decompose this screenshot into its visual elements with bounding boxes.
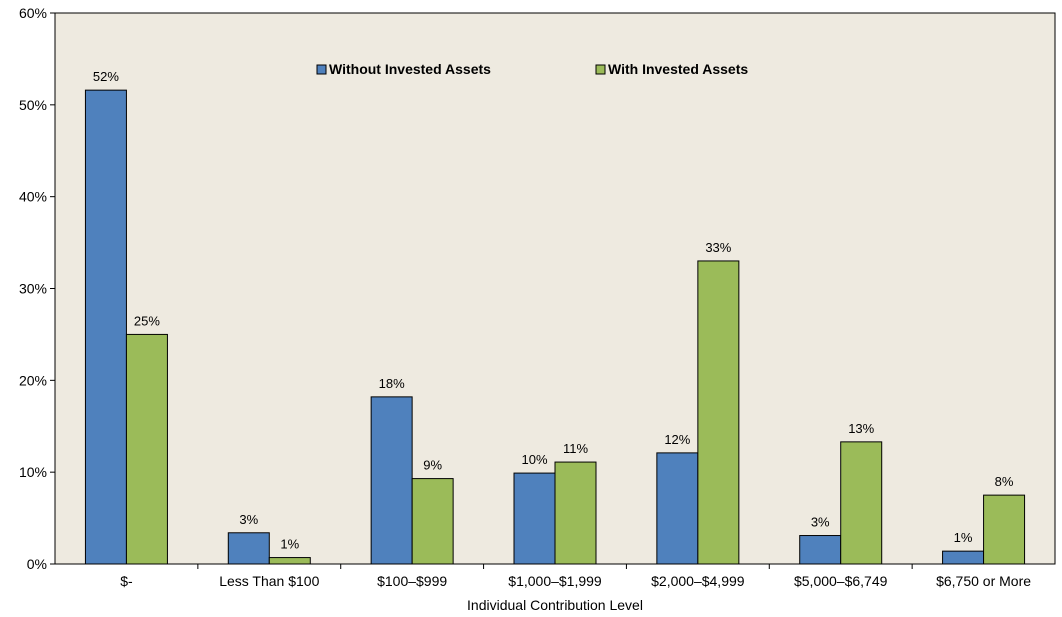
bar-without-invested-assets	[656, 452, 699, 565]
bar-data-label: 18%	[379, 376, 405, 391]
bar-data-label: 3%	[239, 512, 258, 527]
bar-with-invested-assets	[554, 461, 597, 565]
bar-with-invested-assets	[268, 557, 311, 565]
bar-without-invested-assets	[227, 532, 270, 565]
bar-data-label: 11%	[563, 441, 588, 456]
x-category-label: $100–$999	[377, 573, 447, 589]
y-tick-label: 0%	[27, 556, 47, 572]
bar-data-label: 33%	[705, 240, 731, 255]
legend-swatch	[316, 64, 327, 75]
legend: Without Invested Assets With Invested Ass…	[316, 61, 748, 77]
y-tick-label: 50%	[19, 97, 47, 113]
bar-data-label: 25%	[134, 313, 160, 328]
x-category-label: $1,000–$1,999	[508, 573, 602, 589]
x-category-label: $2,000–$4,999	[651, 573, 745, 589]
bar-without-invested-assets	[370, 396, 413, 565]
bar-with-invested-assets	[840, 441, 883, 565]
bar-without-invested-assets	[513, 472, 556, 565]
y-axis: 0% 10% 20% 30% 40% 50% 60%	[19, 5, 55, 572]
x-category-label: $5,000–$6,749	[794, 573, 888, 589]
bar-data-label: 3%	[811, 515, 830, 530]
y-tick-label: 10%	[19, 464, 47, 480]
bar-without-invested-assets	[942, 550, 985, 565]
x-axis-title: Individual Contribution Level	[467, 597, 643, 613]
x-category-label: $6,750 or More	[936, 573, 1031, 589]
bar-with-invested-assets	[983, 494, 1026, 565]
bar-data-label: 1%	[280, 537, 299, 552]
legend-swatch	[595, 64, 606, 75]
bar-data-label: 13%	[848, 421, 874, 436]
bar-with-invested-assets	[411, 478, 454, 565]
legend-label: With Invested Assets	[608, 61, 748, 77]
y-tick-label: 60%	[19, 5, 47, 21]
bar-with-invested-assets	[125, 333, 168, 565]
x-category-label: $-	[120, 573, 133, 589]
bar-without-invested-assets	[84, 89, 127, 565]
x-category-label: Less Than $100	[219, 573, 319, 589]
data-labels-group: 52% 3% 18% 10% 12% 3% 1% 25% 1% 9% 11% 33% 13% 8%	[93, 69, 1014, 551]
legend-label: Without Invested Assets	[329, 61, 491, 77]
bar-data-label: 8%	[995, 474, 1014, 489]
y-tick-label: 20%	[19, 372, 47, 388]
x-axis: $- Less Than $100 $100–$999 $1,000–$1,999 $2…	[120, 564, 1031, 589]
bar-without-invested-assets	[799, 535, 842, 565]
bar-data-label: 1%	[954, 530, 973, 545]
bars-group	[84, 89, 1026, 565]
y-tick-label: 40%	[19, 189, 47, 205]
bar-data-label: 10%	[521, 452, 547, 467]
bar-data-label: 9%	[423, 458, 442, 473]
y-tick-label: 30%	[19, 281, 47, 297]
bar-data-label: 52%	[93, 69, 119, 84]
bar-with-invested-assets	[697, 260, 740, 565]
bar-data-label: 12%	[664, 432, 690, 447]
